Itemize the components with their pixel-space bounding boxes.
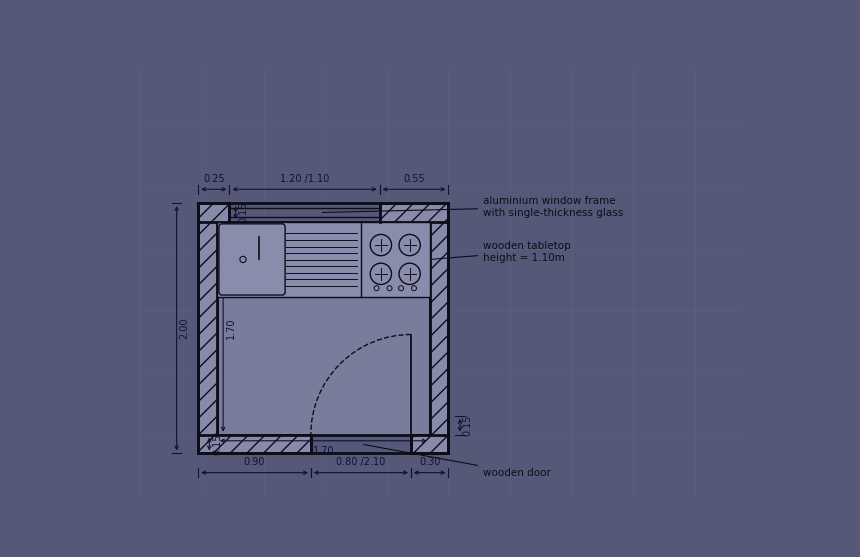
Bar	[411, 434, 448, 453]
Text: 1.70: 1.70	[312, 446, 334, 456]
Bar	[198, 203, 448, 453]
Text: 2.00: 2.00	[180, 317, 189, 339]
Text: wooden door: wooden door	[364, 444, 551, 478]
Bar	[430, 203, 448, 453]
Bar	[198, 203, 217, 453]
Bar	[198, 203, 230, 222]
Text: 1.20 /1.10: 1.20 /1.10	[280, 174, 329, 184]
Bar	[217, 222, 430, 434]
Bar	[217, 222, 430, 297]
Text: 0.90: 0.90	[244, 457, 265, 467]
Text: aluminium window frame
with single-thickness glass: aluminium window frame with single-thick…	[322, 196, 624, 218]
Text: wooden tabletop
height = 1.10m: wooden tabletop height = 1.10m	[433, 241, 571, 262]
Text: 0.55: 0.55	[403, 174, 425, 184]
Text: 0.15: 0.15	[238, 202, 249, 223]
Text: 0.25: 0.25	[203, 174, 224, 184]
FancyBboxPatch shape	[219, 224, 286, 295]
Text: 0.80 /2.10: 0.80 /2.10	[336, 457, 385, 467]
Bar	[379, 203, 448, 222]
Text: 0.30: 0.30	[419, 457, 440, 467]
Text: 1.70: 1.70	[226, 317, 236, 339]
Text: 0.15: 0.15	[212, 433, 222, 455]
Text: 0.15: 0.15	[463, 414, 473, 436]
Bar	[198, 434, 310, 453]
